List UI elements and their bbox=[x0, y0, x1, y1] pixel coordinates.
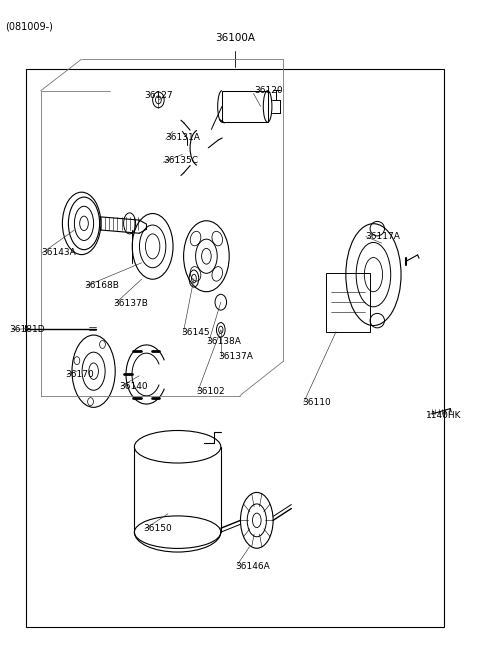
Text: 36150: 36150 bbox=[143, 524, 172, 533]
Text: 36168B: 36168B bbox=[84, 281, 119, 290]
Text: 36170: 36170 bbox=[65, 370, 94, 379]
Text: (081009-): (081009-) bbox=[5, 21, 53, 32]
Bar bbox=[326, 273, 370, 332]
Text: 36131A: 36131A bbox=[166, 133, 201, 143]
Text: 36137B: 36137B bbox=[113, 299, 148, 308]
Text: 36138A: 36138A bbox=[206, 337, 241, 346]
Text: 36145: 36145 bbox=[181, 328, 210, 337]
Text: 36181D: 36181D bbox=[10, 325, 45, 334]
Text: 36135C: 36135C bbox=[163, 156, 198, 166]
Text: 36137A: 36137A bbox=[218, 351, 253, 361]
Text: 1140HK: 1140HK bbox=[426, 411, 462, 420]
Text: 36146A: 36146A bbox=[235, 562, 270, 571]
Text: 36120: 36120 bbox=[254, 86, 283, 95]
Text: 36140: 36140 bbox=[119, 382, 148, 391]
Bar bbox=[222, 91, 267, 122]
Text: 36143A: 36143A bbox=[41, 248, 75, 258]
Text: 36110: 36110 bbox=[302, 397, 331, 407]
Text: 36100A: 36100A bbox=[215, 33, 255, 43]
Text: 36102: 36102 bbox=[196, 387, 225, 396]
Bar bbox=[26, 69, 444, 627]
Text: 36117A: 36117A bbox=[365, 232, 400, 241]
Text: 36127: 36127 bbox=[144, 91, 173, 100]
